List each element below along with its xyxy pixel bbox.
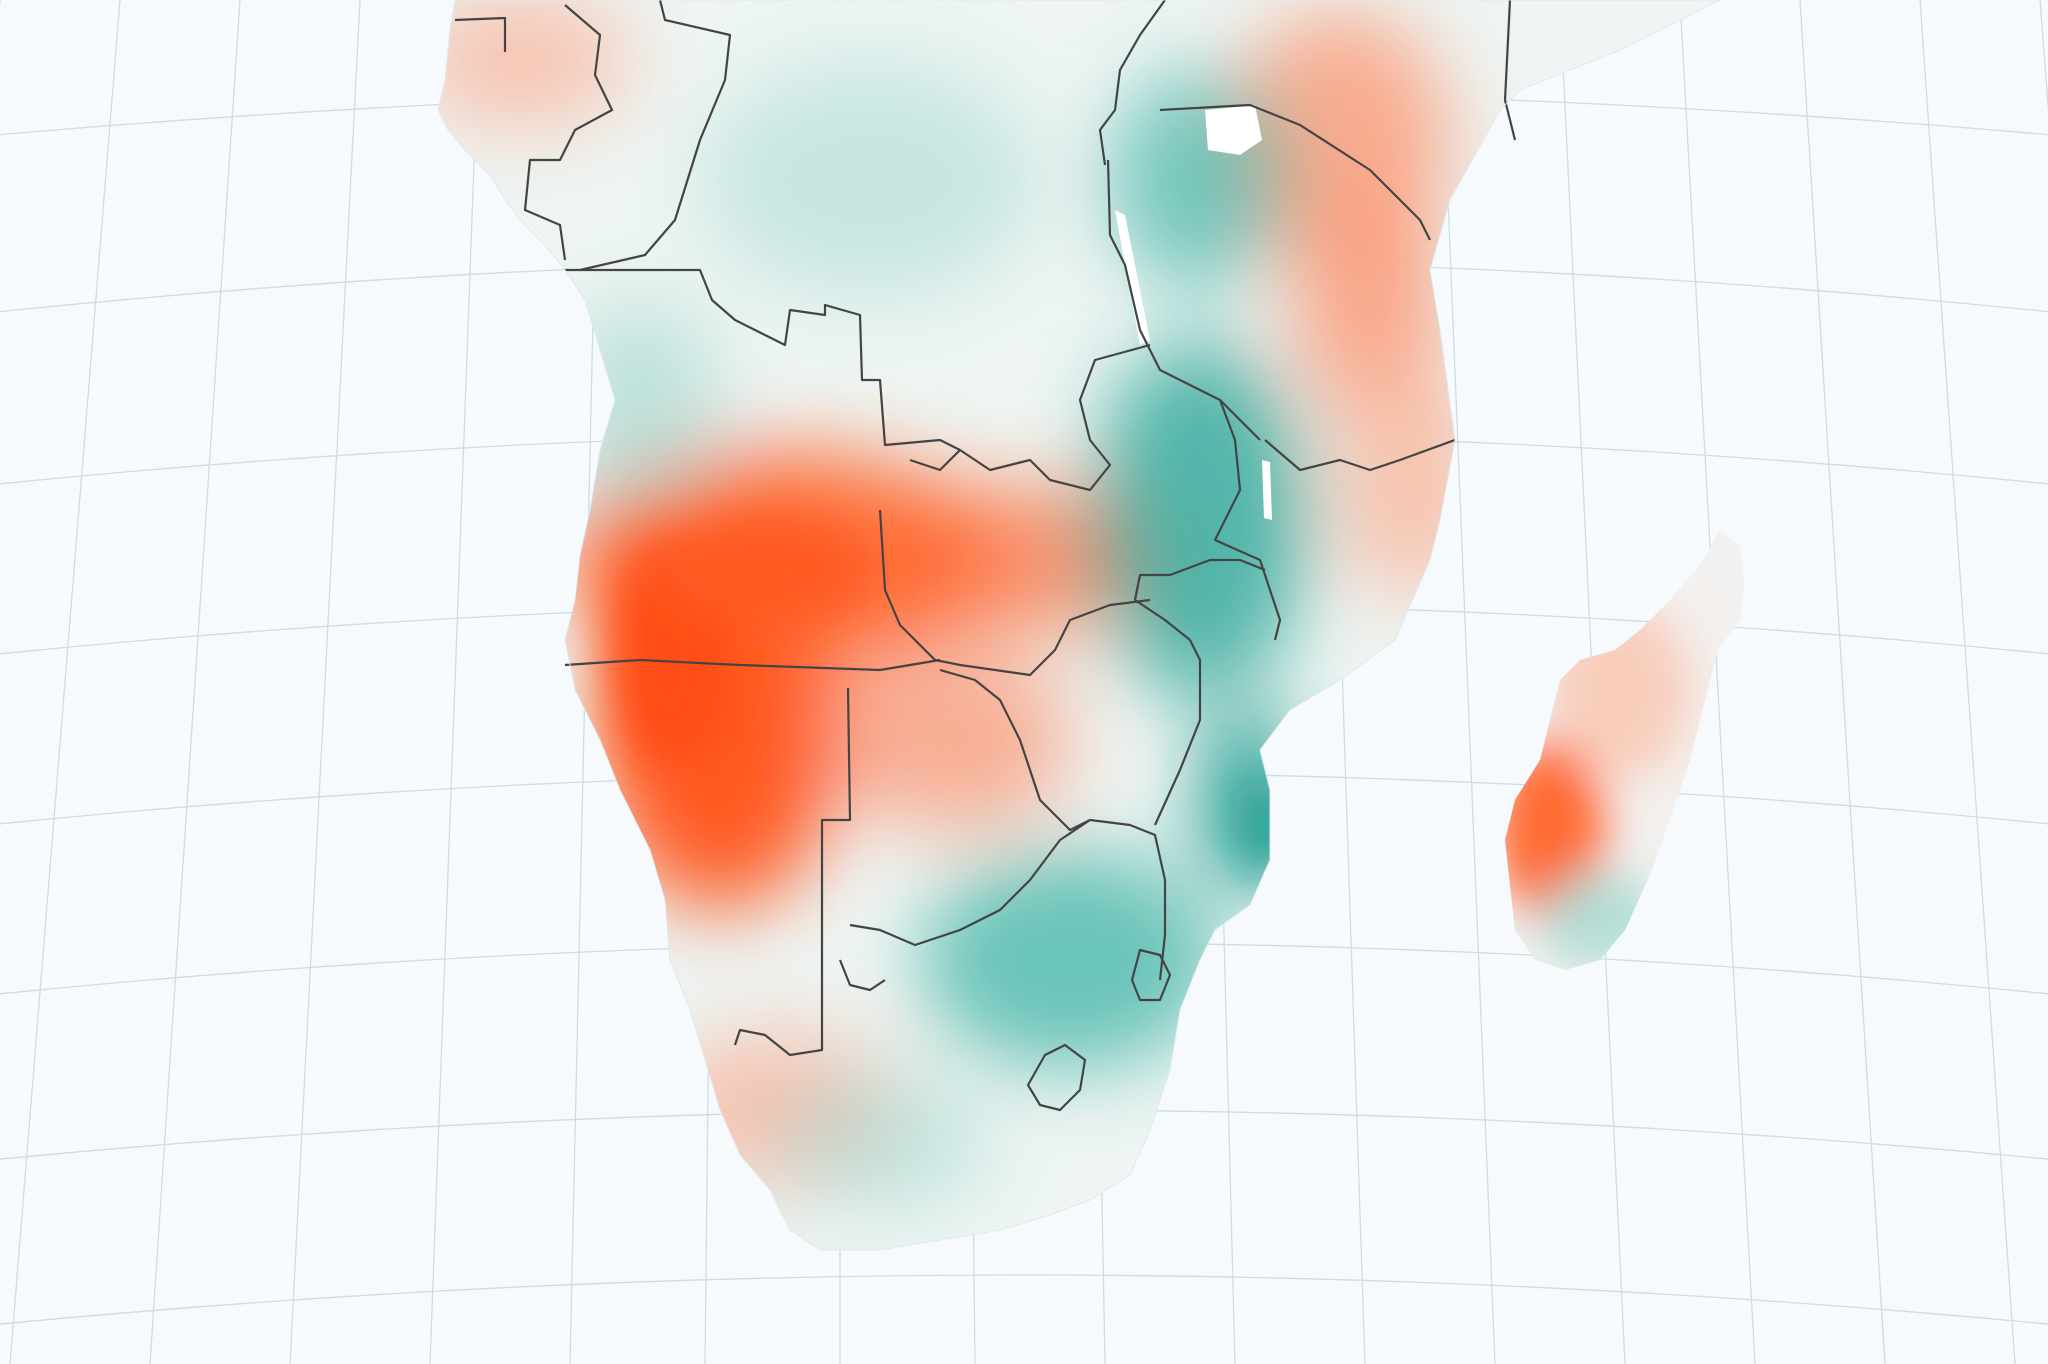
border-path [1026,1043,1087,1112]
border-path [733,687,852,1057]
anomaly-high-botswana [830,650,1070,830]
lake-tanganyika [1115,210,1150,345]
border-path [1098,0,1166,166]
border-path [1153,639,1202,826]
border-path [878,509,1151,677]
border-path [1159,103,1431,241]
border-path [1213,399,1282,641]
border-path [1089,818,1167,981]
anomaly-low-south-africa [920,850,1220,1070]
anomaly-low-drc [700,60,1040,300]
border-path [1503,0,1517,141]
border-path [849,819,1091,947]
lakes [1115,105,1272,520]
anomaly-peak-angola [650,515,870,625]
anomaly-high-east-coast [1295,180,1445,420]
border-path [579,0,732,272]
border-path [565,268,961,451]
africa-coastline [437,0,1721,1251]
country-borders [454,0,1517,1112]
lake-victoria [1205,105,1262,155]
anomaly-low-tanzania [1110,70,1290,290]
border-path [909,343,1151,492]
border-path [454,16,507,52]
border-path [1264,438,1456,472]
lake-malawi [1262,460,1272,520]
border-path [939,668,1091,832]
border-path [523,4,614,261]
anomaly-low-malawi [1090,340,1310,700]
anomaly-high-north-west [438,0,630,130]
border-path [1130,948,1172,1002]
border-path [838,959,886,992]
anomaly-low-cape [770,1070,990,1210]
border-path [1133,558,1266,641]
border-path [564,658,941,672]
